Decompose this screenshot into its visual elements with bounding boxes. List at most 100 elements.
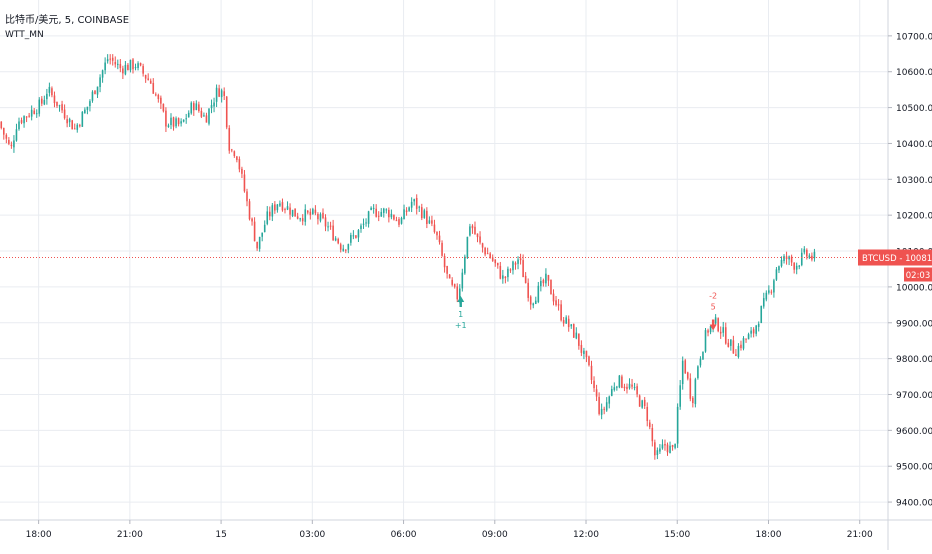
candle-body (565, 317, 567, 324)
y-tick-label: 9900.00 (896, 319, 932, 329)
candle-body (648, 422, 651, 428)
candle-body (699, 358, 702, 366)
y-tick-label: 10300.00 (896, 176, 932, 186)
candle-body (415, 197, 418, 209)
candle-body (681, 360, 684, 385)
candle-body (33, 110, 35, 114)
candle-body (347, 244, 350, 250)
candle-body (198, 104, 200, 111)
candle-body (187, 112, 190, 118)
candle-body (48, 86, 51, 93)
chart-symbol-title: 比特币/美元, 5, COINBASE (5, 15, 130, 26)
candle-body (200, 110, 203, 117)
candle-body (405, 210, 408, 213)
candle-body (5, 134, 8, 139)
candle-body (233, 151, 236, 157)
x-tick-label: 09:00 (482, 530, 508, 540)
candle-body (540, 281, 542, 287)
candle-body (674, 444, 676, 448)
candle-body (149, 80, 152, 84)
candle-body (116, 63, 119, 65)
candle-body (157, 95, 160, 100)
candle-body (66, 119, 68, 124)
candle-body (89, 101, 91, 107)
candle-body (382, 208, 385, 213)
candle-body (124, 64, 127, 75)
signal-label: -2 (709, 292, 717, 301)
candle-body (377, 215, 380, 217)
candle-body (327, 226, 329, 228)
candle-body (793, 262, 795, 270)
candle-body (768, 290, 770, 293)
x-tick-label: 18:00 (26, 530, 52, 540)
candle-body (175, 118, 177, 127)
price-label-bg (858, 249, 932, 266)
candle-body (408, 207, 410, 211)
candle-body (717, 318, 719, 332)
candle-body (529, 296, 532, 305)
candle-body (486, 253, 489, 255)
candle-body (545, 273, 547, 284)
candle-body (35, 113, 38, 115)
candle-body (355, 235, 357, 238)
candle-body (10, 144, 13, 147)
candle-body (86, 106, 89, 110)
candle-body (453, 284, 456, 287)
candle-body (760, 306, 763, 324)
candle-body (481, 243, 484, 248)
candle-body (567, 318, 570, 328)
candle-body (413, 199, 415, 202)
candle-body (256, 241, 258, 249)
y-tick-label: 9400.00 (896, 499, 932, 509)
candle-body (527, 282, 529, 298)
candle-body (671, 445, 674, 448)
candle-body (441, 242, 443, 256)
candle-body (651, 427, 654, 442)
candle-body (636, 386, 638, 395)
candle-body (750, 330, 752, 334)
candle-body (94, 90, 96, 95)
candle-body (613, 387, 616, 390)
y-tick-label: 9700.00 (896, 391, 932, 401)
candle-body (410, 201, 413, 208)
candle-body (324, 217, 327, 227)
candle-body (775, 269, 778, 280)
candle-body (694, 379, 697, 405)
candle-body (180, 121, 182, 124)
candle-body (357, 230, 360, 238)
candle-body (583, 350, 585, 354)
candle-body (390, 213, 393, 218)
candle-body (223, 91, 225, 96)
candle-body (762, 298, 765, 307)
candle-body (443, 256, 446, 268)
y-tick-label: 10500.00 (896, 104, 932, 114)
candle-body (246, 191, 248, 202)
candle-body (704, 330, 707, 352)
candle-body (479, 236, 481, 243)
candle-body (418, 206, 421, 208)
candle-body (322, 212, 324, 218)
candle-body (709, 325, 712, 333)
candle-body (542, 280, 545, 284)
candle-body (590, 365, 593, 380)
candle-body (142, 66, 144, 74)
candle-body (319, 214, 322, 221)
candle-body (679, 385, 681, 407)
countdown-bg (904, 267, 932, 282)
candle-body (702, 351, 704, 360)
candle-body (56, 101, 58, 106)
candle-body (656, 450, 659, 455)
y-tick-label: 10700.00 (896, 32, 932, 42)
candle-body (208, 108, 210, 124)
candle-body (360, 225, 362, 230)
candle-body (512, 261, 514, 271)
candle-body (306, 210, 309, 213)
candle-body (737, 345, 740, 358)
candle-body (111, 57, 114, 61)
candle-body (312, 209, 314, 214)
candle-body (73, 128, 76, 130)
candle-body (104, 62, 106, 71)
candle-body (228, 128, 231, 151)
